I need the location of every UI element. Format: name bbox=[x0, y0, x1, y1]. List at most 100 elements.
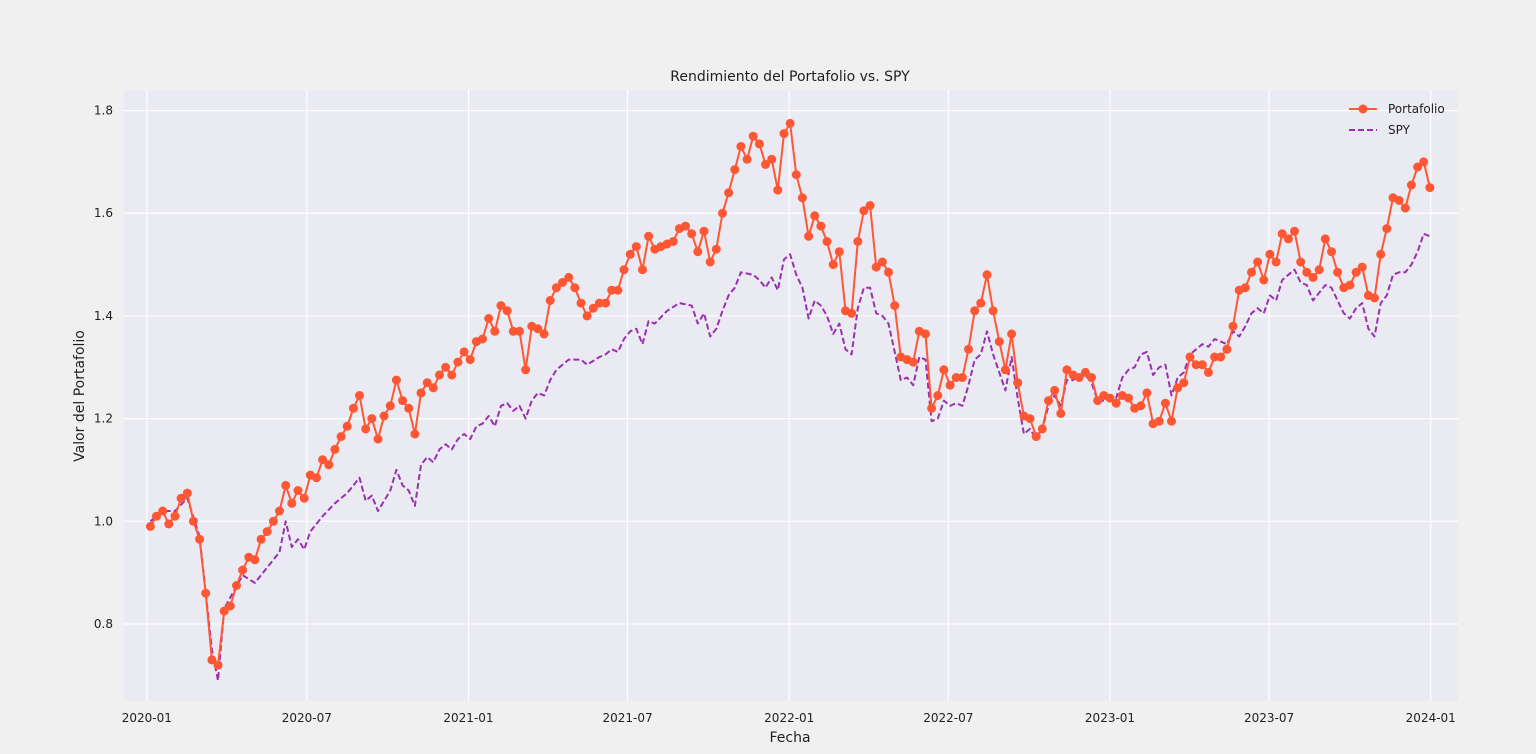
portafolio-point bbox=[638, 265, 647, 275]
portafolio-point bbox=[982, 270, 992, 280]
portafolio-point bbox=[1142, 388, 1152, 398]
portafolio-point bbox=[385, 401, 395, 411]
portafolio-point bbox=[465, 355, 475, 365]
portafolio-point bbox=[1247, 267, 1256, 277]
portafolio-point bbox=[250, 555, 260, 565]
portafolio-point bbox=[1277, 229, 1287, 239]
x-tick-label: 2024-01 bbox=[1406, 711, 1456, 725]
x-axis-label: Fecha bbox=[769, 730, 810, 746]
portafolio-point bbox=[398, 396, 408, 406]
portafolio-point bbox=[613, 285, 623, 295]
portafolio-point bbox=[1093, 396, 1103, 406]
x-tick-label: 2023-01 bbox=[1085, 711, 1135, 725]
portafolio-point bbox=[681, 221, 690, 231]
portafolio-point bbox=[964, 344, 973, 354]
portafolio-point bbox=[1327, 247, 1336, 257]
portafolio-point bbox=[779, 129, 789, 139]
portafolio-point bbox=[625, 249, 635, 259]
portafolio-point bbox=[1253, 257, 1263, 267]
portafolio-point bbox=[601, 298, 611, 308]
portafolio-point bbox=[232, 581, 241, 590]
portafolio-point bbox=[404, 403, 414, 413]
portafolio-point bbox=[1062, 365, 1072, 375]
portafolio-point bbox=[1425, 183, 1435, 193]
portafolio-point bbox=[1345, 280, 1355, 290]
portafolio-point bbox=[1283, 234, 1293, 244]
x-tick-label: 2023-07 bbox=[1244, 711, 1294, 725]
portafolio-point bbox=[478, 334, 487, 344]
portafolio-point bbox=[1400, 203, 1410, 213]
portafolio-point bbox=[262, 527, 272, 537]
portafolio-point bbox=[939, 365, 949, 375]
portafolio-point bbox=[1173, 383, 1183, 393]
portafolio-point bbox=[693, 247, 703, 257]
portafolio-point bbox=[502, 306, 512, 316]
portafolio-point bbox=[699, 226, 709, 236]
portafolio-point bbox=[884, 267, 893, 277]
portafolio-point bbox=[1154, 416, 1164, 426]
portafolio-point bbox=[748, 131, 758, 141]
portafolio-point bbox=[1167, 416, 1176, 426]
portafolio-point bbox=[607, 285, 617, 295]
portafolio-point bbox=[730, 165, 740, 175]
portafolio-point bbox=[619, 265, 629, 275]
y-tick-label: 0.8 bbox=[94, 617, 113, 631]
portafolio-point bbox=[1302, 267, 1312, 277]
portafolio-point bbox=[545, 296, 555, 305]
portafolio-point bbox=[1382, 224, 1392, 234]
portafolio-point bbox=[521, 365, 531, 375]
portafolio-point bbox=[1271, 257, 1281, 267]
portafolio-point bbox=[268, 516, 278, 526]
portafolio-point bbox=[391, 375, 401, 385]
portafolio-point bbox=[1314, 265, 1324, 275]
portafolio-point bbox=[1406, 180, 1416, 190]
y-tick-label: 1.4 bbox=[94, 309, 113, 323]
portafolio-point bbox=[933, 391, 943, 400]
portafolio-point bbox=[718, 208, 727, 218]
portafolio-point bbox=[754, 139, 764, 149]
portafolio-point bbox=[853, 237, 863, 246]
portafolio-point bbox=[1191, 360, 1201, 370]
portafolio-point bbox=[834, 247, 844, 257]
portafolio-point bbox=[631, 242, 641, 252]
portafolio-point bbox=[1007, 329, 1017, 339]
portafolio-point bbox=[1259, 275, 1269, 285]
portafolio-point bbox=[336, 432, 346, 442]
portafolio-point bbox=[816, 221, 826, 231]
portafolio-point bbox=[207, 655, 217, 665]
portafolio-point bbox=[441, 362, 451, 372]
portafolio-point bbox=[1228, 321, 1238, 331]
portafolio-point bbox=[1185, 352, 1195, 362]
portafolio-point bbox=[1240, 283, 1250, 293]
x-tick-label: 2020-07 bbox=[282, 711, 332, 725]
portafolio-point bbox=[1013, 378, 1023, 388]
portafolio-point bbox=[164, 519, 174, 529]
x-tick-label: 2021-07 bbox=[602, 711, 652, 725]
portafolio-point bbox=[1074, 373, 1084, 382]
portafolio-point bbox=[785, 118, 795, 128]
portafolio-point bbox=[1308, 272, 1318, 282]
portafolio-point bbox=[1037, 424, 1047, 434]
portafolio-point bbox=[761, 159, 770, 169]
portafolio-point bbox=[1333, 267, 1343, 277]
portafolio-point bbox=[1050, 385, 1060, 395]
portafolio-point bbox=[1376, 249, 1386, 259]
y-tick-label: 1.0 bbox=[94, 514, 113, 528]
portafolio-point bbox=[582, 311, 592, 321]
portafolio-point bbox=[594, 298, 604, 308]
series-layer bbox=[145, 118, 1435, 682]
portafolio-point bbox=[1357, 262, 1367, 272]
portafolio-point bbox=[330, 444, 340, 454]
portafolio-point bbox=[152, 511, 161, 521]
y-tick-label: 1.8 bbox=[94, 104, 113, 118]
portafolio-point bbox=[1222, 344, 1232, 354]
portafolio-point bbox=[1290, 226, 1299, 236]
portafolio-point bbox=[318, 455, 328, 465]
portafolio-point bbox=[668, 237, 678, 246]
portafolio-point bbox=[490, 326, 500, 336]
portafolio-point bbox=[687, 229, 697, 239]
x-tick-label: 2021-01 bbox=[443, 711, 493, 725]
portafolio-point bbox=[1080, 367, 1090, 377]
portafolio-point bbox=[810, 211, 820, 221]
portafolio-point bbox=[170, 511, 180, 521]
